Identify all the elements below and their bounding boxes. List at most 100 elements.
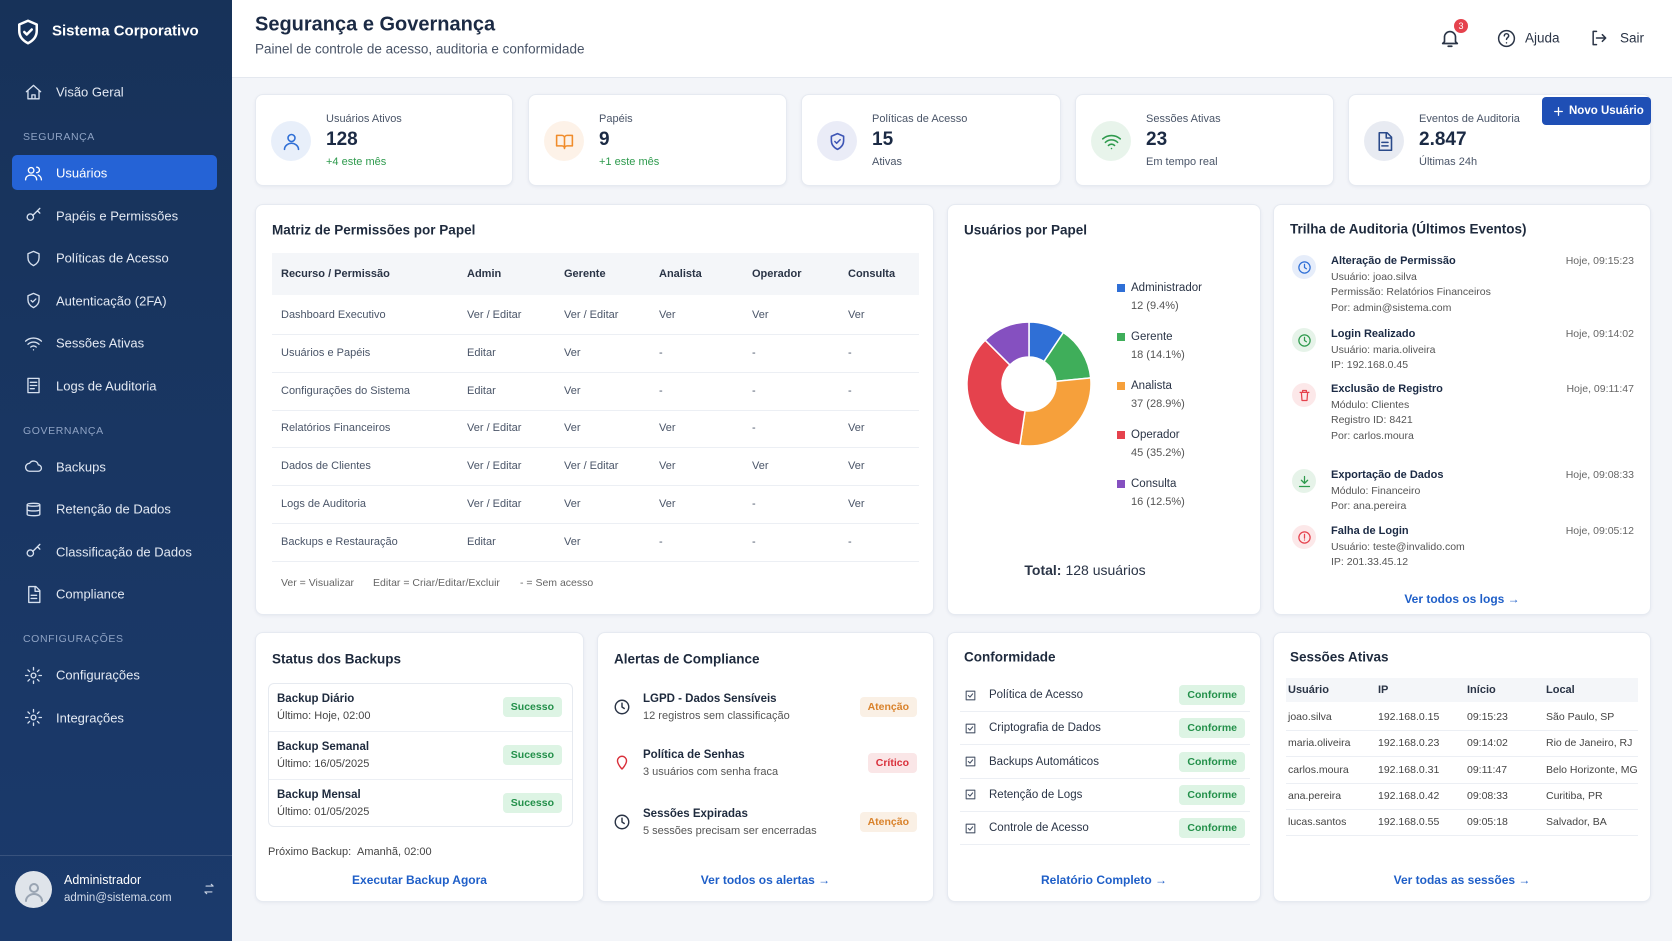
donut-segment xyxy=(984,321,1030,366)
table-cell: Ver xyxy=(564,384,581,397)
table-cell: Editar xyxy=(467,346,496,359)
backup-detail: Último: Hoje, 02:00 xyxy=(277,710,371,722)
icon xyxy=(1297,530,1311,544)
status-badge: Conforme xyxy=(1179,685,1245,705)
table-cell: carlos.moura xyxy=(1288,763,1349,776)
avatar xyxy=(15,871,52,908)
run-backup-link[interactable]: Executar Backup Agora xyxy=(352,873,487,887)
column-header: Usuário xyxy=(1288,684,1329,696)
view-sessions-link[interactable]: Ver todas as sessões → xyxy=(1393,873,1531,887)
table-cell: Ver / Editar xyxy=(564,309,619,321)
backups-card: Status dos Backups Backup Diário Último: H… xyxy=(255,632,584,902)
nav-item[interactable]: Backups xyxy=(56,459,106,474)
stat-value: 23 xyxy=(1146,129,1168,150)
nav-item[interactable]: Retenção de Dados xyxy=(56,501,171,517)
nav-item[interactable]: Integrações xyxy=(56,710,124,725)
nav-item[interactable]: Sessões Ativas xyxy=(56,335,145,351)
table-cell: Rio de Janeiro, RJ xyxy=(1546,737,1633,750)
event-title: Alteração de Permissão xyxy=(1331,255,1456,267)
total: Total: 128 usuários xyxy=(948,562,1222,578)
event-detail: Usuário: teste@invalido.com xyxy=(1331,540,1465,553)
sidebar: Sistema Corporativo Visão Geral SEGURANÇA U… xyxy=(0,0,232,941)
event-title: Falha de Login xyxy=(1331,525,1409,537)
nav-item[interactable]: Configurações xyxy=(56,667,140,683)
event-detail: Permissão: Relatórios Financeiros xyxy=(1331,286,1491,298)
nav-item[interactable]: Classificação de Dados xyxy=(56,544,192,559)
table-cell: Ver xyxy=(564,535,581,548)
column-header: Analista xyxy=(659,268,702,280)
table-cell: Ver xyxy=(752,309,769,321)
next-backup-label: Próximo Backup: xyxy=(268,846,352,858)
nav-item[interactable]: Usuários xyxy=(56,165,108,181)
icon xyxy=(965,690,975,700)
nav-item[interactable]: Logs de Auditoria xyxy=(56,378,157,393)
nav-item[interactable]: Visão Geral xyxy=(56,84,124,100)
stat-note: +1 este mês xyxy=(599,156,660,168)
column-header: IP xyxy=(1378,684,1389,696)
logout-link[interactable]: Sair xyxy=(1620,30,1645,46)
table-cell: 09:05:18 xyxy=(1467,816,1508,829)
nav-item[interactable]: Autenticação (2FA) xyxy=(56,293,167,308)
event-title: Login Realizado xyxy=(1331,328,1416,340)
legend-swatch xyxy=(1117,480,1125,488)
divider xyxy=(272,371,919,373)
divider xyxy=(272,447,919,449)
notification-badge[interactable]: 3 xyxy=(1454,19,1468,33)
event-detail: IP: 201.33.45.12 xyxy=(1331,556,1409,568)
table-cell: 09:14:02 xyxy=(1467,737,1508,750)
table-cell: 192.168.0.15 xyxy=(1378,711,1440,723)
help-link[interactable]: Ajuda xyxy=(1525,30,1560,46)
report-link[interactable]: Relatório Completo → xyxy=(1040,873,1167,887)
view-alerts-link[interactable]: Ver todos os alertas → xyxy=(700,873,831,887)
table-cell: - xyxy=(659,384,663,397)
legend-label: Gerente xyxy=(1131,331,1173,343)
nav-item[interactable]: Compliance xyxy=(56,586,125,602)
card-title: Alertas de Compliance xyxy=(614,651,760,667)
table-cell: 09:15:23 xyxy=(1467,711,1508,723)
stat-card: Políticas de Acesso 15 Ativas xyxy=(801,94,1061,186)
icon xyxy=(1553,106,1563,116)
divider xyxy=(960,711,1250,712)
conformity-item: Criptografia de Dados xyxy=(989,722,1101,735)
table-cell: Ver xyxy=(848,460,865,473)
column-header: Operador xyxy=(752,268,802,280)
event-time: Hoje, 09:15:23 xyxy=(1565,255,1634,267)
table-cell: Curitiba, PR xyxy=(1546,789,1603,802)
card-title: Sessões Ativas xyxy=(1290,649,1389,665)
icon xyxy=(1297,333,1311,347)
icon xyxy=(27,585,41,603)
icon xyxy=(616,755,628,770)
view-logs-link[interactable]: Ver todos os logs → xyxy=(1404,592,1520,606)
icon xyxy=(965,823,975,834)
column-header: Gerente xyxy=(564,268,606,280)
table-cell: Usuários e Papéis xyxy=(281,346,371,359)
table-cell: lucas.santos xyxy=(1288,816,1347,829)
table-cell: Ver / Editar xyxy=(564,460,619,473)
table-cell: Ver xyxy=(659,498,676,510)
table-header-bg xyxy=(1286,678,1638,702)
legend-label: Operador xyxy=(1131,429,1180,441)
alert-title: Política de Senhas xyxy=(643,749,745,761)
stat-label: Políticas de Acesso xyxy=(872,113,968,125)
table-cell: - xyxy=(752,535,756,548)
backup-list xyxy=(268,683,573,827)
nav-item[interactable]: Papéis e Permissões xyxy=(56,208,179,223)
table-cell: Ver / Editar xyxy=(467,498,522,510)
donut-chart xyxy=(966,321,1092,447)
status-badge: Conforme xyxy=(1179,818,1245,839)
legend-value: 16 (12.5%) xyxy=(1131,496,1185,508)
status-badge: Conforme xyxy=(1179,784,1245,805)
divider xyxy=(272,485,919,487)
nav-item[interactable]: Políticas de Acesso xyxy=(56,250,169,266)
icon xyxy=(1299,389,1309,401)
nav-active[interactable] xyxy=(12,155,217,190)
stat-value: 2.847 xyxy=(1419,129,1467,150)
header xyxy=(232,0,1672,78)
icon xyxy=(24,883,43,902)
new-user-button[interactable]: Novo Usuário xyxy=(1542,97,1651,125)
new-user-label[interactable]: Novo Usuário xyxy=(1569,105,1644,117)
legend-value: 12 (9.4%) xyxy=(1131,300,1179,312)
table-cell: Ver xyxy=(848,498,865,510)
stat-value: 128 xyxy=(326,129,358,150)
